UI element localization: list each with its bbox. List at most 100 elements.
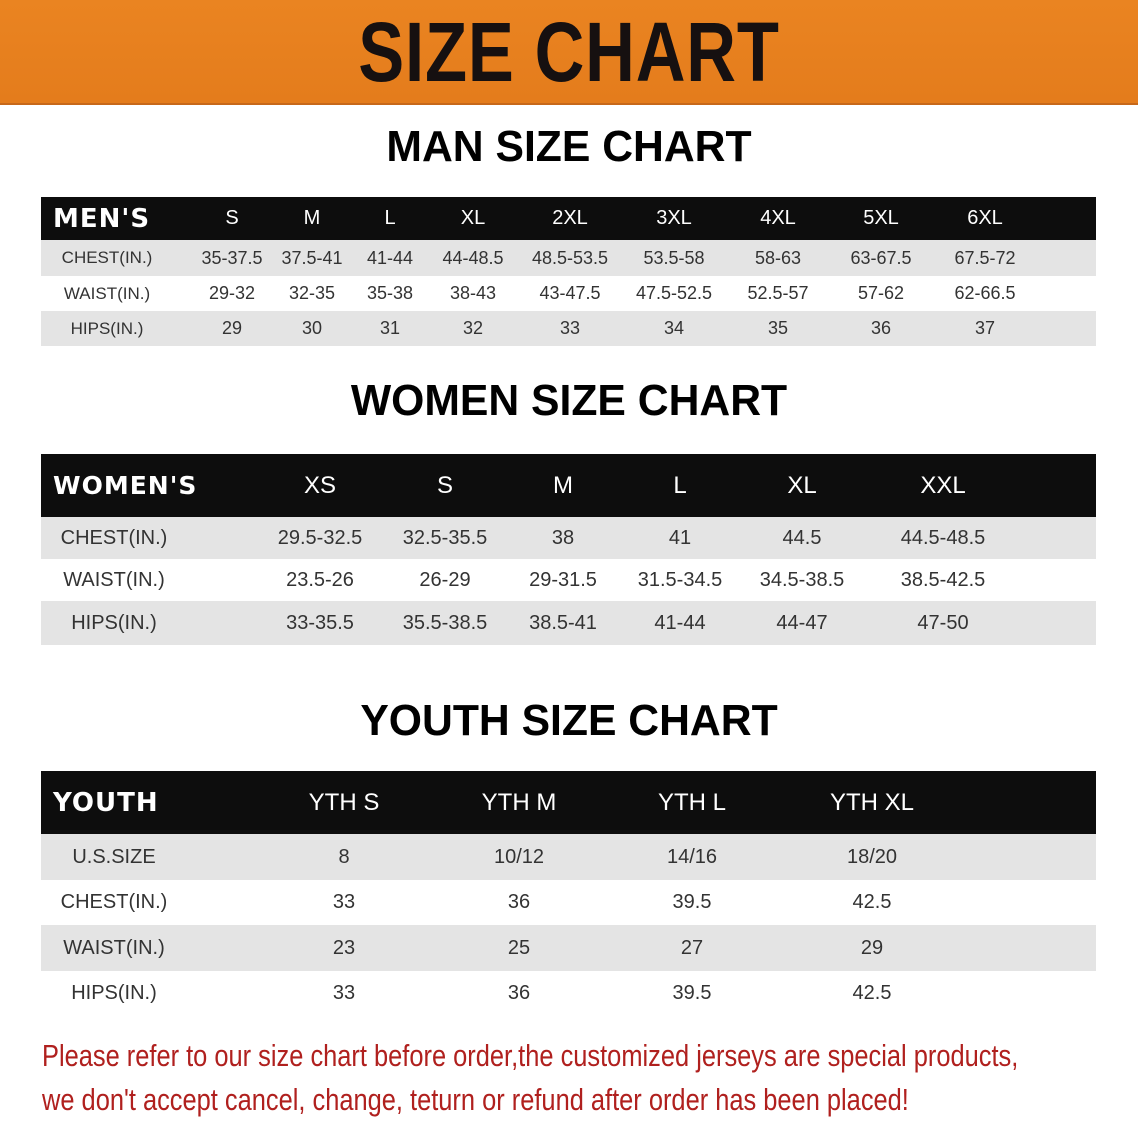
women-size-table: WOMEN'S XS S M L XL XXL CHEST(IN.) 29.5-32.5 32.5… <box>41 454 1096 645</box>
size-header: 2XL <box>552 207 588 229</box>
size-header: M <box>303 207 321 229</box>
youth-size-table: YOUTH YTH S YTH M YTH L YTH XL U.S.SIZE 8 10/12… <box>41 771 1096 1016</box>
size-header: M <box>553 471 573 499</box>
footer-notice-line-2: we don't accept cancel, change, teturn o… <box>42 1082 909 1117</box>
table-cell: 31.5-34.5 <box>637 568 723 591</box>
table-cell: 38 <box>551 526 575 549</box>
youth-header-label: YOUTH <box>53 787 159 818</box>
table-cell: 30 <box>301 318 323 338</box>
table-cell: 47-50 <box>917 611 969 634</box>
table-cell: 38-43 <box>449 283 497 303</box>
table-cell: 44.5 <box>782 526 822 549</box>
table-cell: 52.5-57 <box>747 283 809 303</box>
table-cell: 34 <box>663 318 685 338</box>
size-header: XXL <box>920 471 966 499</box>
size-header: 6XL <box>967 207 1003 229</box>
table-cell: 31 <box>379 318 401 338</box>
table-cell: 44-47 <box>776 611 828 634</box>
table-cell: 33 <box>332 982 356 1004</box>
size-header: XS <box>303 471 337 499</box>
row-label: U.S.SIZE <box>72 845 156 868</box>
men-table-row: WAIST(IN.) 29-32 32-35 35-38 38-43 43-47.5 47.… <box>41 276 1096 311</box>
table-cell: 44-48.5 <box>442 247 504 268</box>
table-cell: 36 <box>507 982 531 1004</box>
size-header: YTH XL <box>829 788 915 816</box>
men-section-title: MAN SIZE CHART <box>386 122 752 171</box>
table-cell: 32.5-35.5 <box>402 526 488 549</box>
men-header-label: MEN'S <box>53 203 151 234</box>
table-cell: 53.5-58 <box>643 247 705 268</box>
table-cell: 18/20 <box>846 845 898 868</box>
table-cell: 8 <box>338 845 350 868</box>
row-label: WAIST(IN.) <box>63 568 165 591</box>
table-cell: 35.5-38.5 <box>402 611 488 634</box>
table-cell: 33 <box>559 318 581 338</box>
table-cell: 35 <box>767 318 789 338</box>
table-cell: 48.5-53.5 <box>531 247 609 268</box>
women-section-title: WOMEN SIZE CHART <box>350 376 788 425</box>
size-header: YTH L <box>657 788 727 816</box>
row-label: HIPS(IN.) <box>70 318 144 338</box>
youth-header-row: YOUTH YTH S YTH M YTH L YTH XL <box>41 771 1096 834</box>
table-cell: 38.5-42.5 <box>900 568 986 591</box>
table-cell: 41-44 <box>366 247 414 268</box>
women-header-row: WOMEN'S XS S M L XL XXL <box>41 454 1096 517</box>
youth-table-row: HIPS(IN.) 33 36 39.5 42.5 <box>41 971 1096 1016</box>
table-cell: 29.5-32.5 <box>277 526 363 549</box>
youth-table-row: U.S.SIZE 8 10/12 14/16 18/20 <box>41 834 1096 880</box>
size-header: YTH M <box>481 788 557 816</box>
table-cell: 33-35.5 <box>286 611 354 634</box>
row-label: WAIST(IN.) <box>63 936 165 959</box>
table-cell: 41 <box>668 526 692 549</box>
table-cell: 23.5-26 <box>286 568 354 591</box>
table-cell: 32-35 <box>288 283 336 303</box>
size-header: YTH S <box>308 788 380 816</box>
table-cell: 67.5-72 <box>954 247 1016 268</box>
men-size-table: MEN'S S M L XL 2XL 3XL 4XL 5XL 6XL CHEST(IN.) 35-37… <box>41 197 1096 346</box>
youth-table-row: CHEST(IN.) 33 36 39.5 42.5 <box>41 880 1096 925</box>
table-cell: 29-32 <box>208 283 256 303</box>
women-table-row: HIPS(IN.) 33-35.5 35.5-38.5 38.5-41 41-44 44-… <box>41 601 1096 645</box>
table-cell: 41-44 <box>654 611 706 634</box>
banner-title: SIZE CHART <box>358 5 780 99</box>
table-cell: 62-66.5 <box>954 283 1016 303</box>
table-cell: 36 <box>870 318 892 338</box>
banner: SIZE CHART <box>0 0 1138 105</box>
women-table-row: CHEST(IN.) 29.5-32.5 32.5-35.5 38 41 44.5 44.5… <box>41 517 1096 559</box>
row-label: HIPS(IN.) <box>71 611 157 634</box>
table-cell: 44.5-48.5 <box>900 526 986 549</box>
size-header: XL <box>460 207 486 229</box>
table-cell: 26-29 <box>419 568 471 591</box>
size-header: S <box>225 207 239 229</box>
table-cell: 57-62 <box>857 283 905 303</box>
table-cell: 33 <box>332 891 356 913</box>
table-cell: 38.5-41 <box>529 611 597 634</box>
table-cell: 29 <box>860 936 884 959</box>
youth-section-title: YOUTH SIZE CHART <box>360 696 778 745</box>
table-cell: 27 <box>680 936 704 959</box>
table-cell: 37 <box>974 318 996 338</box>
men-header-row: MEN'S S M L XL 2XL 3XL 4XL 5XL 6XL <box>41 197 1096 240</box>
row-label: CHEST(IN.) <box>61 248 153 267</box>
women-table-row: WAIST(IN.) 23.5-26 26-29 29-31.5 31.5-34.5 34… <box>41 559 1096 601</box>
size-header: L <box>673 471 687 499</box>
table-cell: 35-37.5 <box>201 247 263 268</box>
size-header: 4XL <box>760 207 796 229</box>
table-cell: 36 <box>507 891 531 913</box>
size-header: 3XL <box>656 207 692 229</box>
size-header: 5XL <box>863 207 899 229</box>
table-cell: 23 <box>332 936 356 959</box>
table-cell: 29 <box>221 318 243 338</box>
table-cell: 10/12 <box>493 845 545 868</box>
table-cell: 35-38 <box>366 283 414 303</box>
size-header: S <box>436 471 454 499</box>
men-table-row: HIPS(IN.) 29 30 31 32 33 34 35 36 37 <box>41 311 1096 346</box>
table-cell: 42.5 <box>852 982 892 1004</box>
youth-table-row: WAIST(IN.) 23 25 27 29 <box>41 925 1096 971</box>
table-cell: 39.5 <box>672 982 712 1004</box>
table-cell: 58-63 <box>754 247 802 268</box>
table-cell: 42.5 <box>852 891 892 913</box>
row-label: CHEST(IN.) <box>60 891 168 913</box>
table-cell: 29-31.5 <box>529 568 597 591</box>
row-label: HIPS(IN.) <box>71 982 157 1004</box>
